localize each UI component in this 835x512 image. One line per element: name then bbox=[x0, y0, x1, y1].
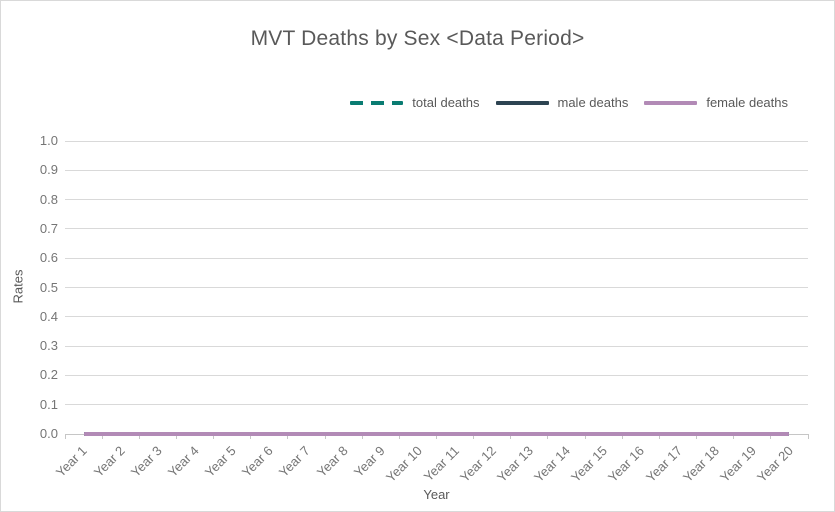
x-tick-mark bbox=[584, 434, 586, 439]
x-tick-label: Year 12 bbox=[456, 443, 499, 485]
gridline bbox=[65, 287, 808, 288]
y-axis-title: Rates bbox=[10, 269, 26, 304]
x-tick-mark bbox=[101, 434, 103, 439]
x-tick-mark bbox=[138, 434, 140, 439]
gridline bbox=[65, 140, 808, 142]
x-tick-mark bbox=[64, 434, 66, 439]
y-tick-label: 0.2 bbox=[39, 367, 58, 383]
x-tick-mark bbox=[287, 434, 289, 439]
x-tick-label: Year 1 bbox=[53, 443, 91, 480]
y-tick-label: 0.1 bbox=[39, 396, 58, 412]
legend: total deaths male deaths female deaths bbox=[350, 95, 788, 110]
x-tick-mark bbox=[807, 434, 809, 439]
x-tick-mark bbox=[621, 434, 623, 439]
x-tick-label: Year 8 bbox=[313, 443, 351, 480]
x-tick-label: Year 16 bbox=[605, 443, 648, 485]
legend-label: female deaths bbox=[706, 95, 788, 110]
y-tick-label: 0.0 bbox=[39, 426, 58, 441]
x-tick-label: Year 5 bbox=[201, 443, 239, 480]
gridline bbox=[65, 169, 808, 171]
x-tick-mark bbox=[175, 434, 177, 439]
x-tick-label: Year 13 bbox=[494, 443, 536, 485]
legend-swatch-solid bbox=[495, 100, 549, 105]
x-axis-title: Year bbox=[423, 487, 450, 502]
x-tick-label: Year 3 bbox=[127, 443, 165, 480]
chart-title: MVT Deaths by Sex <Data Period> bbox=[250, 27, 585, 50]
x-tick-mark bbox=[361, 434, 363, 439]
x-tick-mark bbox=[770, 434, 772, 439]
y-tick-label: 0.4 bbox=[39, 308, 58, 324]
legend-swatch-dashed bbox=[350, 100, 404, 105]
x-tick-label: Year 14 bbox=[531, 443, 574, 485]
x-tick-label: Year 15 bbox=[568, 443, 611, 485]
x-tick-label: Year 2 bbox=[90, 443, 128, 480]
legend-item-female-deaths[interactable]: female deaths bbox=[644, 95, 788, 110]
x-tick-label: Year 11 bbox=[420, 443, 462, 485]
x-tick-mark bbox=[547, 434, 549, 439]
legend-label: male deaths bbox=[557, 95, 629, 110]
x-tick-mark bbox=[213, 434, 215, 439]
series-line-female-deaths bbox=[83, 432, 790, 436]
x-tick-label: Year 7 bbox=[276, 443, 314, 480]
legend-swatch-solid bbox=[644, 100, 698, 105]
x-tick-label: Year 10 bbox=[382, 443, 425, 485]
x-tick-mark bbox=[510, 434, 512, 439]
x-tick-mark bbox=[473, 434, 475, 439]
gridline bbox=[65, 345, 808, 347]
gridline bbox=[65, 374, 808, 376]
x-tick-label: Year 9 bbox=[350, 443, 388, 480]
gridline bbox=[65, 228, 808, 230]
y-tick-label: 1.0 bbox=[39, 133, 58, 148]
x-tick-label: Year 6 bbox=[239, 443, 276, 480]
plot-area: Year 1 Year 2 Year 3 Year 4 Year 5 Year 6 Year… bbox=[53, 140, 809, 485]
x-tick-mark bbox=[436, 434, 437, 439]
x-tick-label: Year 18 bbox=[679, 443, 722, 485]
gridline bbox=[65, 404, 808, 406]
y-tick-label: 0.8 bbox=[39, 191, 58, 207]
x-tick-label: Year 4 bbox=[164, 443, 202, 480]
legend-item-total-deaths[interactable]: total deaths bbox=[350, 95, 480, 110]
gridline bbox=[65, 316, 808, 318]
x-tick-label: Year 20 bbox=[754, 443, 797, 485]
x-tick-label: Year 17 bbox=[642, 443, 685, 485]
legend-label: total deaths bbox=[412, 95, 480, 110]
x-tick-mark bbox=[324, 434, 326, 439]
legend-item-male-deaths[interactable]: male deaths bbox=[495, 95, 629, 110]
y-tick-label: 0.7 bbox=[39, 220, 58, 236]
x-tick-mark bbox=[250, 434, 252, 439]
x-tick-mark bbox=[696, 434, 698, 439]
x-tick-label: Year 19 bbox=[716, 443, 759, 485]
y-tick-label: 0.6 bbox=[39, 250, 58, 266]
x-tick-mark bbox=[398, 434, 400, 439]
gridline bbox=[65, 257, 808, 259]
gridline bbox=[65, 199, 808, 201]
x-tick-mark bbox=[658, 434, 660, 439]
y-tick-label: 0.3 bbox=[39, 338, 58, 354]
y-tick-label: 0.5 bbox=[39, 279, 58, 295]
x-tick-mark bbox=[733, 434, 735, 439]
y-tick-label: 0.9 bbox=[39, 162, 58, 178]
